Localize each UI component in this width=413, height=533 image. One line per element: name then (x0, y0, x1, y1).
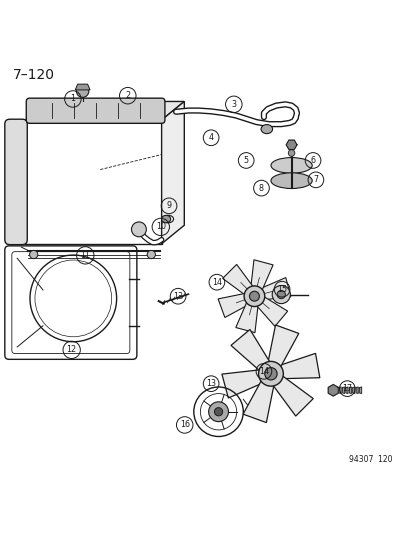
Text: 17: 17 (342, 384, 351, 393)
Text: 14: 14 (211, 278, 221, 287)
Polygon shape (25, 101, 184, 120)
Text: 15: 15 (276, 285, 287, 294)
Text: 7–120: 7–120 (13, 68, 55, 83)
FancyBboxPatch shape (5, 119, 27, 245)
Circle shape (29, 251, 38, 259)
Circle shape (264, 368, 276, 380)
FancyBboxPatch shape (26, 98, 164, 123)
Polygon shape (352, 387, 354, 393)
Polygon shape (250, 260, 273, 290)
Polygon shape (75, 84, 90, 90)
Polygon shape (256, 296, 287, 326)
Circle shape (258, 361, 282, 386)
Polygon shape (338, 387, 340, 393)
Circle shape (271, 286, 290, 304)
Polygon shape (230, 329, 270, 371)
Text: 5: 5 (243, 156, 248, 165)
Circle shape (131, 222, 146, 237)
Text: 94307  120: 94307 120 (348, 455, 392, 464)
Polygon shape (345, 387, 347, 393)
Polygon shape (358, 387, 361, 393)
Text: 13: 13 (173, 292, 183, 301)
Circle shape (76, 85, 89, 98)
Text: 9: 9 (166, 201, 171, 211)
Polygon shape (342, 387, 344, 393)
Circle shape (147, 251, 155, 259)
Text: 11: 11 (80, 251, 90, 260)
Ellipse shape (270, 158, 311, 173)
Circle shape (214, 408, 222, 416)
Text: 8: 8 (259, 183, 263, 192)
Polygon shape (242, 380, 273, 423)
Ellipse shape (270, 173, 311, 189)
Text: 13: 13 (206, 379, 216, 388)
Text: 4: 4 (208, 133, 213, 142)
Text: 2: 2 (125, 91, 130, 100)
Circle shape (276, 290, 285, 298)
Circle shape (249, 291, 259, 301)
Text: 12: 12 (66, 345, 76, 354)
Polygon shape (285, 140, 296, 149)
Text: 16: 16 (179, 421, 189, 430)
Circle shape (287, 150, 294, 156)
Polygon shape (218, 293, 249, 318)
Text: 10: 10 (155, 222, 165, 231)
Polygon shape (235, 302, 257, 333)
Ellipse shape (261, 125, 272, 134)
Text: 6: 6 (310, 156, 315, 165)
Text: 14: 14 (258, 367, 268, 376)
Circle shape (208, 402, 228, 422)
Circle shape (244, 286, 264, 306)
Polygon shape (259, 278, 290, 300)
Ellipse shape (161, 215, 170, 223)
Polygon shape (355, 387, 357, 393)
Polygon shape (221, 370, 263, 398)
Polygon shape (328, 384, 337, 396)
Polygon shape (161, 101, 184, 244)
Text: 1: 1 (70, 94, 75, 103)
Polygon shape (272, 376, 313, 416)
Text: 7: 7 (313, 175, 318, 184)
Polygon shape (278, 353, 319, 379)
Polygon shape (349, 387, 351, 393)
Polygon shape (222, 264, 253, 295)
Text: 3: 3 (231, 100, 236, 109)
Polygon shape (267, 325, 298, 368)
